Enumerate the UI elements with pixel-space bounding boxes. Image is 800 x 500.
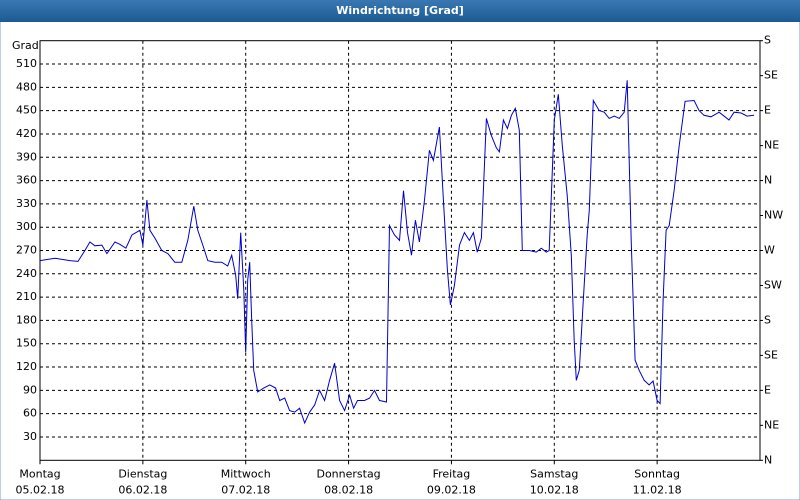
x-tick-label: Dienstag <box>118 467 167 480</box>
x-tick-label: Donnerstag <box>316 467 380 480</box>
y2-tick-label: SE <box>764 69 778 82</box>
y2-tick-label: S <box>764 34 771 47</box>
y-tick-label: 150 <box>16 337 37 350</box>
y-tick-label: 300 <box>16 220 37 233</box>
y2-tick-label: N <box>764 453 772 466</box>
data-line <box>39 80 755 425</box>
y-tick-label: 510 <box>16 57 37 70</box>
y2-tick-label: E <box>764 104 771 117</box>
chart-title: Windrichtung [Grad] <box>336 4 464 17</box>
y-axis-label: Grad <box>12 39 39 52</box>
plot-frame <box>39 40 761 461</box>
x-tick-date: 11.02.18 <box>633 483 682 496</box>
x-tick-date: 05.02.18 <box>16 483 65 496</box>
y2-tick-label: SW <box>764 278 782 291</box>
y2-tick-label: NW <box>764 209 783 222</box>
x-tick-label: Samstag <box>530 467 578 480</box>
x-tick-date: 06.02.18 <box>118 483 167 496</box>
y2-tick-label: W <box>764 244 775 257</box>
x-tick-label: Mittwoch <box>221 467 271 480</box>
x-tick-label: Sonntag <box>634 467 680 480</box>
y-tick-label: 450 <box>16 104 37 117</box>
y-tick-label: 330 <box>16 197 37 210</box>
y-tick-label: 30 <box>23 430 37 443</box>
x-tick-date: 09.02.18 <box>427 483 476 496</box>
y-tick-label: 240 <box>16 267 37 280</box>
y2-tick-label: S <box>764 313 771 326</box>
x-tick-label: Freitag <box>433 467 471 480</box>
y-tick-label: 360 <box>16 174 37 187</box>
y-tick-label: 420 <box>16 127 37 140</box>
y2-tick-label: E <box>764 383 771 396</box>
y2-tick-label: N <box>764 174 772 187</box>
y2-tick-label: NE <box>764 418 779 431</box>
y2-tick-label: NE <box>764 139 779 152</box>
y2-tick-label: SE <box>764 348 778 361</box>
title-bar <box>0 0 800 22</box>
x-tick-date: 07.02.18 <box>221 483 270 496</box>
y-tick-label: 270 <box>16 244 37 257</box>
y-tick-label: 120 <box>16 360 37 373</box>
y-tick-label: 210 <box>16 290 37 303</box>
x-tick-date: 08.02.18 <box>324 483 373 496</box>
x-tick-label: Montag <box>19 467 60 480</box>
y-tick-label: 60 <box>23 407 37 420</box>
y-tick-label: 180 <box>16 313 37 326</box>
y-tick-label: 480 <box>16 80 37 93</box>
y-tick-label: 90 <box>23 383 37 396</box>
y-tick-label: 390 <box>16 150 37 163</box>
x-tick-date: 10.02.18 <box>530 483 579 496</box>
